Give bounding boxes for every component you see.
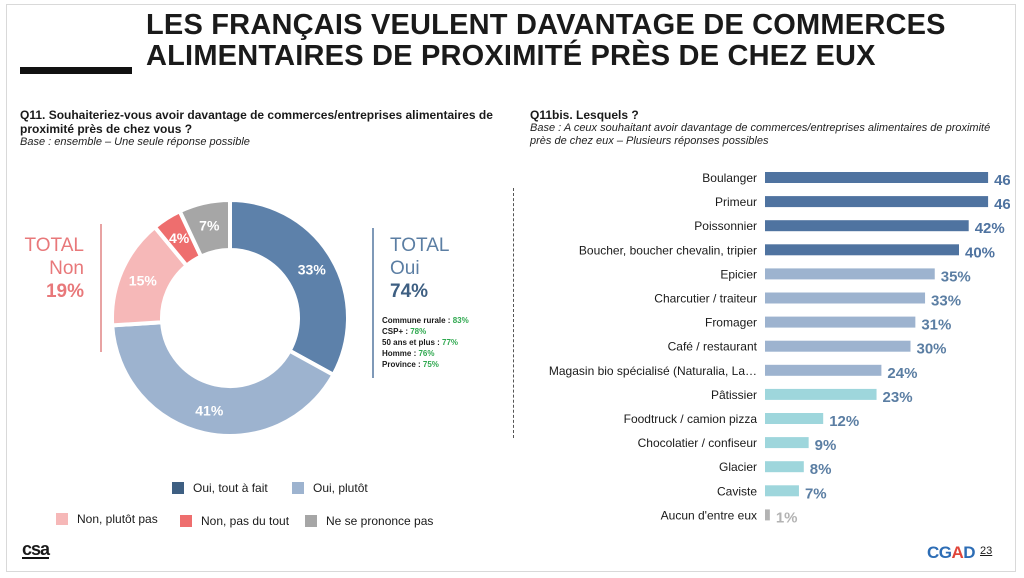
donut-slice bbox=[110, 320, 337, 438]
subgroup-item: CSP+ : 78% bbox=[382, 327, 427, 336]
bar-category-label: Boucher, boucher chevalin, tripier bbox=[579, 243, 757, 257]
bar-category-label: Foodtruck / camion pizza bbox=[624, 412, 758, 426]
subgroup-item: Homme : 76% bbox=[382, 349, 435, 358]
donut-slice-label: 4% bbox=[169, 230, 190, 246]
bar bbox=[765, 364, 882, 376]
bar-value-label: 40% bbox=[965, 244, 995, 261]
bar-value-label: 31% bbox=[921, 317, 951, 334]
total-oui-line bbox=[372, 228, 374, 378]
bar bbox=[765, 388, 877, 400]
csa-logo: csa bbox=[22, 539, 50, 559]
total-oui-label1: TOTAL bbox=[390, 235, 450, 256]
total-oui-label2: Oui bbox=[390, 258, 420, 279]
bar bbox=[765, 268, 935, 280]
bar-value-label: 1% bbox=[776, 509, 798, 526]
legend-label: Oui, tout à fait bbox=[193, 481, 268, 495]
legend-swatch bbox=[56, 513, 68, 525]
bar-category-label: Café / restaurant bbox=[668, 340, 758, 354]
donut-slice-label: 15% bbox=[129, 272, 158, 288]
cgad-logo: CGAD bbox=[927, 543, 976, 562]
bar-category-label: Boulanger bbox=[702, 171, 757, 185]
donut-slice-label: 33% bbox=[298, 262, 327, 278]
subgroup-item: 50 ans et plus : 77% bbox=[382, 338, 459, 347]
bar-value-label: 42% bbox=[975, 220, 1005, 237]
bar-category-label: Caviste bbox=[717, 484, 757, 498]
bar-category-label: Chocolatier / confiseur bbox=[638, 436, 757, 450]
bar-category-label: Glacier bbox=[719, 460, 757, 474]
bar-chart: Boulanger 46% Primeur 46% Poissonnier 42% Bouc… bbox=[549, 171, 1010, 526]
total-oui: TOTAL Oui 74% bbox=[390, 234, 449, 303]
bar bbox=[765, 292, 926, 304]
legend-label: Non, pas du tout bbox=[201, 514, 290, 528]
bar-value-label: 33% bbox=[931, 293, 961, 310]
bar bbox=[765, 244, 959, 256]
legend-item-oui-plutot: Oui, plutôt bbox=[292, 481, 368, 495]
bar-category-label: Primeur bbox=[715, 195, 757, 209]
left-question: Q11. Souhaiteriez-vous avoir davantage d… bbox=[20, 108, 493, 136]
bar-value-label: 12% bbox=[829, 413, 859, 430]
left-base: Base : ensemble – Une seule réponse poss… bbox=[20, 136, 250, 148]
subgroup-item: Province : 75% bbox=[382, 360, 439, 369]
bar bbox=[765, 340, 911, 352]
legend-item-oui-tout-a-fait: Oui, tout à fait bbox=[172, 481, 268, 495]
bar bbox=[765, 461, 804, 473]
legend-swatch bbox=[172, 482, 184, 494]
bar-category-label: Aucun d'entre eux bbox=[661, 508, 757, 522]
left-question-block: Q11. Souhaiteriez-vous avoir davantage d… bbox=[20, 108, 520, 149]
bar bbox=[765, 437, 809, 449]
bar-value-label: 46% bbox=[994, 196, 1010, 213]
legend-swatch bbox=[292, 482, 304, 494]
donut-chart: 33% 41% 15% 4% 7% bbox=[110, 198, 350, 438]
bar-category-label: Magasin bio spécialisé (Naturalia, La… bbox=[549, 364, 757, 378]
total-oui-value: 74% bbox=[390, 281, 429, 302]
dashed-divider bbox=[513, 188, 514, 438]
total-non-label2: Non bbox=[49, 258, 84, 279]
right-question-block: Q11bis. Lesquels ? Base : A ceux souhait… bbox=[530, 108, 1010, 148]
bar-value-label: 8% bbox=[810, 461, 832, 478]
legend-item-ne-se-prononce-pas: Ne se prononce pas bbox=[305, 514, 433, 528]
slide-frame bbox=[6, 4, 1016, 572]
bar bbox=[765, 485, 799, 497]
bar-category-label: Poissonnier bbox=[694, 219, 757, 233]
donut-slice-label: 41% bbox=[195, 403, 224, 419]
bar-value-label: 7% bbox=[805, 485, 827, 502]
page-title: LES FRANÇAIS VEULENT DAVANTAGE DE COMMER… bbox=[146, 9, 946, 72]
bar-value-label: 30% bbox=[917, 341, 947, 358]
legend-label: Ne se prononce pas bbox=[326, 514, 434, 528]
bar-value-label: 9% bbox=[815, 437, 837, 454]
bar-category-label: Epicier bbox=[720, 267, 757, 281]
total-non-value: 19% bbox=[45, 281, 84, 302]
bar-category-label: Charcutier / traiteur bbox=[654, 292, 757, 306]
total-non-line bbox=[100, 224, 102, 352]
legend-label: Non, plutôt pas bbox=[77, 512, 158, 526]
bar-value-label: 35% bbox=[941, 268, 971, 285]
bar-value-label: 23% bbox=[883, 389, 913, 406]
bar bbox=[765, 172, 989, 183]
legend-item-non-pas-du-tout: Non, pas du tout bbox=[180, 514, 289, 528]
bar-category-label: Pâtissier bbox=[711, 388, 757, 402]
bar-value-label: 46% bbox=[994, 172, 1010, 189]
total-non-label1: TOTAL bbox=[24, 235, 84, 256]
bar-category-label: Fromager bbox=[705, 316, 757, 330]
legend-swatch bbox=[180, 515, 192, 527]
bar bbox=[765, 220, 969, 232]
title-underline-bar bbox=[20, 67, 132, 74]
right-base: Base : A ceux souhaitant avoir davantage… bbox=[530, 122, 991, 147]
donut-slice bbox=[228, 198, 350, 378]
page-number: 23 bbox=[980, 545, 993, 557]
total-non: TOTAL Non 19% bbox=[12, 234, 84, 303]
right-question: Q11bis. Lesquels ? bbox=[530, 108, 639, 122]
legend-label: Oui, plutôt bbox=[313, 481, 368, 495]
bar bbox=[765, 509, 770, 521]
bar bbox=[765, 196, 989, 208]
bar bbox=[765, 316, 916, 328]
subgroup-list: Commune rurale : 83% CSP+ : 78% 50 ans e… bbox=[382, 315, 469, 370]
bar-value-label: 24% bbox=[887, 365, 917, 382]
subgroup-item: Commune rurale : 83% bbox=[382, 316, 469, 325]
bar bbox=[765, 413, 824, 424]
donut-slice bbox=[177, 198, 232, 260]
legend-swatch bbox=[305, 515, 317, 527]
legend-item-non-plutot-pas: Non, plutôt pas bbox=[56, 512, 158, 526]
donut-slice-label: 7% bbox=[199, 217, 220, 233]
